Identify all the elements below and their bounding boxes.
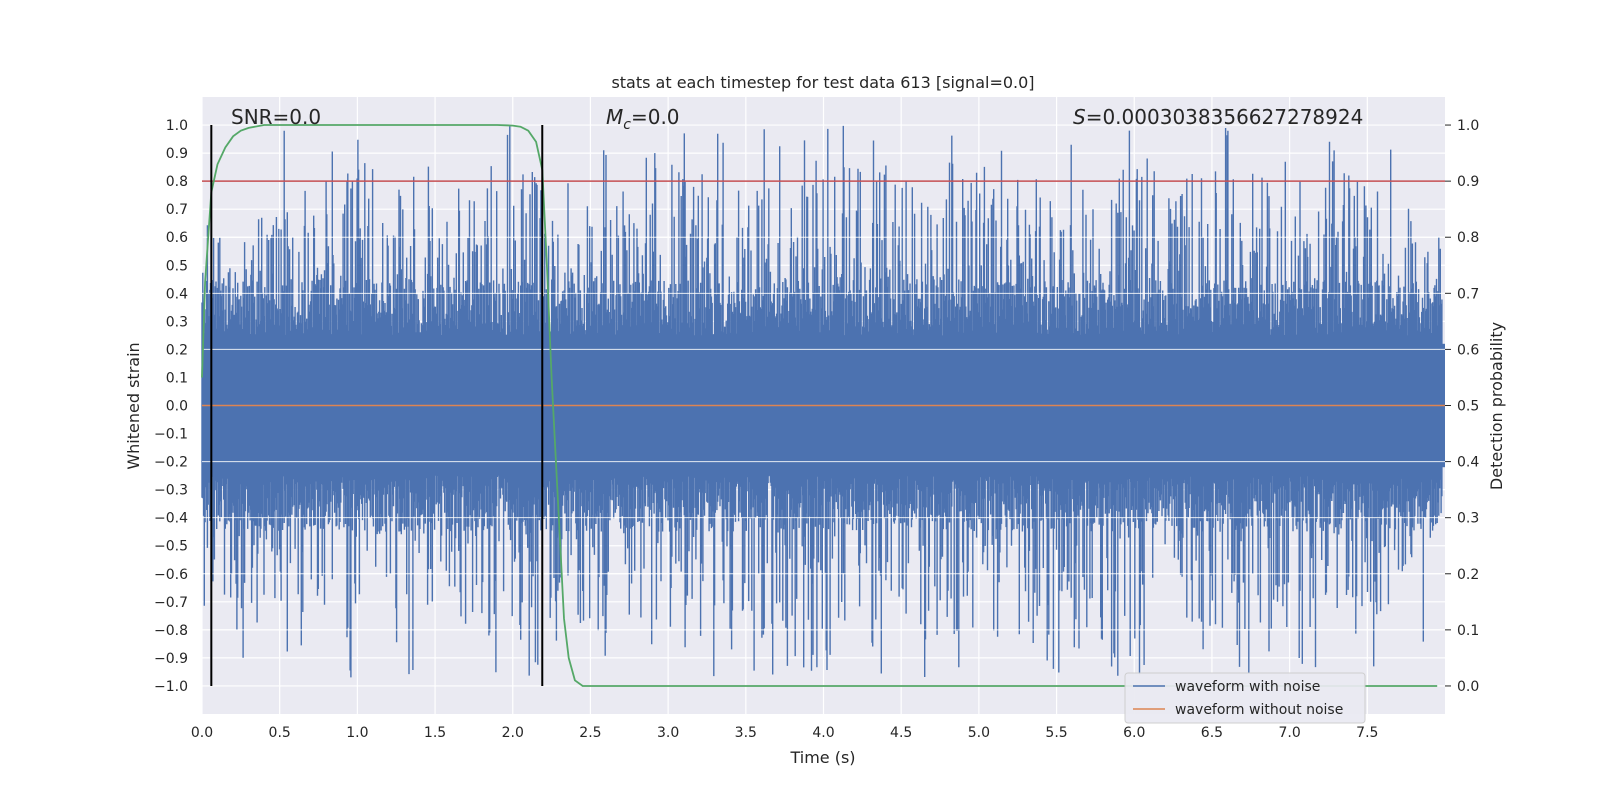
y2-tick-label: 1.0 [1457, 118, 1479, 134]
x-tick-label: 0.5 [269, 725, 291, 741]
y2-tick-label: 0.8 [1457, 230, 1479, 246]
legend-label-clean: waveform without noise [1175, 702, 1343, 718]
y-tick-label: −0.7 [154, 595, 188, 611]
legend-box [1124, 672, 1366, 724]
legend: waveform with noise waveform without noi… [1124, 672, 1366, 724]
series-detection-probability [201, 124, 1438, 687]
y-tick-label: −0.1 [154, 427, 188, 443]
chirp-mass-annotation: Mc=0.0 [606, 105, 680, 133]
x-tick-label: 4.0 [812, 725, 834, 741]
chart-title: stats at each timestep for test data 613… [611, 73, 1034, 92]
s-annotation: S=0.0003038356627278924 [1073, 105, 1363, 129]
x-tick-label: 1.0 [346, 725, 368, 741]
s-value: =0.0003038356627278924 [1086, 105, 1364, 129]
y-tick-label: −0.8 [154, 623, 188, 639]
y-tick-label: 1.0 [166, 118, 188, 134]
y-axis: −1.0 −0.9 −0.8 −0.7 −0.6 −0.5 −0.4 −0.3 −0.2 −0.1… [154, 118, 188, 695]
x-tick-label: 4.5 [890, 725, 912, 741]
x-tick-label: 2.5 [579, 725, 601, 741]
chirp-mass-symbol: M [606, 105, 623, 129]
y-tick-label: 0.3 [166, 314, 188, 330]
x-tick-label: 1.5 [424, 725, 446, 741]
x-axis: 0.0 0.5 1.0 1.5 2.0 2.5 3.0 3.5 4.0 4.5 5.0 5.5 6.0 6… [191, 725, 1379, 741]
chirp-mass-subscript: c [623, 117, 631, 133]
x-tick-label: 3.0 [657, 725, 679, 741]
y2-tick-label: 0.2 [1457, 567, 1479, 583]
y-tick-label: −0.4 [154, 511, 188, 527]
y-tick-label: −0.6 [154, 567, 188, 583]
s-symbol: S [1073, 105, 1086, 129]
y2-tick-label: 0.6 [1457, 342, 1479, 358]
y-tick-label: 0.2 [166, 342, 188, 358]
x-tick-label: 2.0 [502, 725, 524, 741]
y-tick-label: 0.5 [166, 258, 188, 274]
y2-tick-label: 0.4 [1457, 455, 1479, 471]
y-tick-label: 0.1 [166, 370, 188, 386]
chirp-mass-value: =0.0 [631, 105, 680, 129]
y-tick-label: −0.9 [154, 651, 188, 667]
x-tick-label: 0.0 [191, 725, 213, 741]
y2-tick-label: 0.9 [1457, 174, 1479, 190]
y-tick-label: −0.5 [154, 539, 188, 555]
y2-tick-label: 0.1 [1457, 623, 1479, 639]
y-tick-label: 0.0 [166, 399, 188, 415]
y2-tick-label: 0.5 [1457, 399, 1479, 415]
x-tick-label: 3.5 [735, 725, 757, 741]
y-tick-label: 0.6 [166, 230, 188, 246]
x-tick-label: 6.5 [1201, 725, 1223, 741]
y2-axis: 0.0 0.1 0.2 0.3 0.4 0.5 0.6 0.7 0.8 0.9 1.0 [1445, 118, 1479, 695]
y-tick-label: −1.0 [154, 679, 188, 695]
snr-annotation: SNR=0.0 [231, 105, 321, 129]
y-axis-title: Whitened strain [124, 342, 143, 469]
x-tick-label: 7.0 [1278, 725, 1300, 741]
y-tick-label: −0.2 [154, 455, 188, 471]
y2-tick-label: 0.0 [1457, 679, 1479, 695]
legend-label-noise: waveform with noise [1175, 679, 1320, 695]
x-tick-label: 5.5 [1045, 725, 1067, 741]
y2-tick-label: 0.7 [1457, 286, 1479, 302]
x-axis-title: Time (s) [789, 748, 855, 767]
y-tick-label: 0.9 [166, 146, 188, 162]
y-tick-label: 0.7 [166, 202, 188, 218]
x-tick-label: 6.0 [1123, 725, 1145, 741]
y-tick-label: 0.4 [166, 286, 188, 302]
y2-tick-label: 0.3 [1457, 511, 1479, 527]
data-layer [201, 124, 1445, 687]
y-tick-label: −0.3 [154, 483, 188, 499]
y-tick-label: 0.8 [166, 174, 188, 190]
x-tick-label: 7.5 [1356, 725, 1378, 741]
x-tick-label: 5.0 [968, 725, 990, 741]
y2-axis-title: Detection probability [1487, 322, 1506, 490]
